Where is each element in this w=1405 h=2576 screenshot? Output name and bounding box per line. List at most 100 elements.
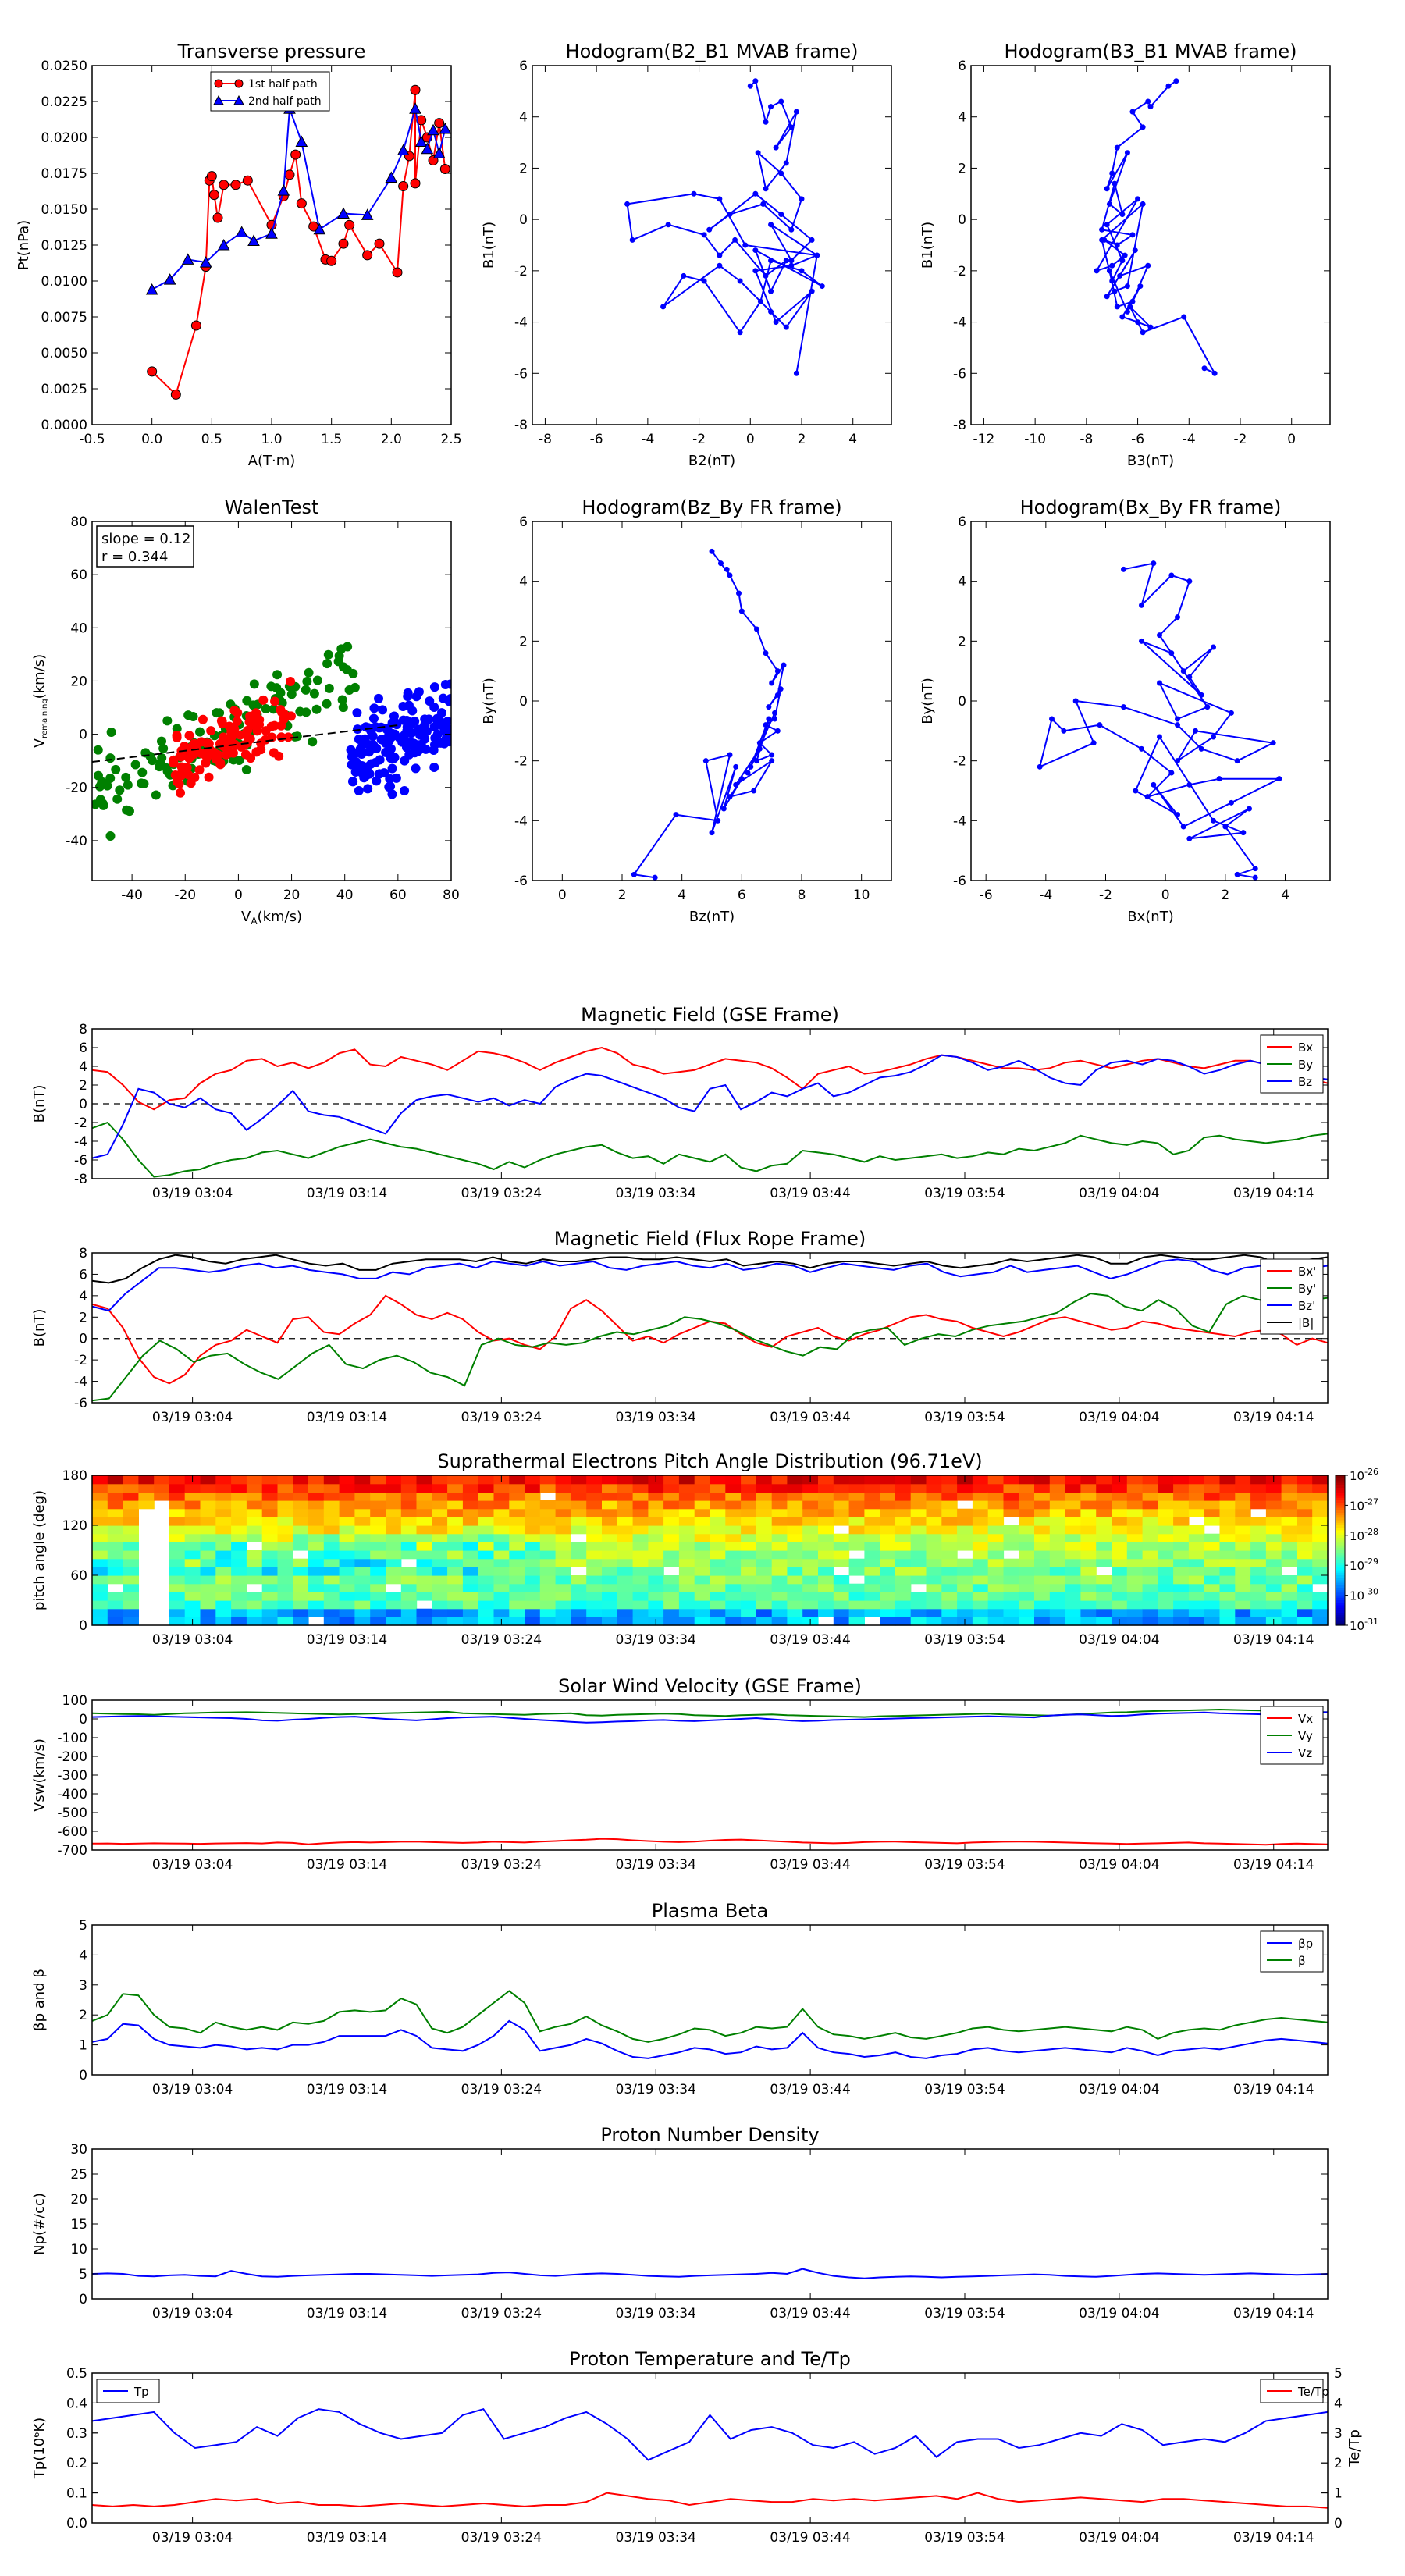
heatmap-cell [987, 1567, 1005, 1576]
heatmap-cell [246, 1575, 263, 1585]
data-point [768, 308, 774, 315]
heatmap-cell [92, 1492, 108, 1501]
colorbar-step [1336, 1510, 1345, 1514]
x-tick-label: -6 [980, 888, 993, 903]
data-point [1198, 692, 1204, 698]
heatmap-cell [525, 1508, 541, 1517]
heatmap-cell [231, 1567, 247, 1576]
heatmap-cell [1034, 1483, 1051, 1493]
heatmap-cell [725, 1583, 742, 1592]
heatmap-cell [848, 1508, 865, 1517]
y-tick-label: 5 [1334, 2366, 1343, 2382]
heatmap-cell [1204, 1475, 1221, 1485]
heatmap-cell [370, 1583, 386, 1592]
heatmap-cell [678, 1542, 695, 1551]
colorbar-step [1336, 1610, 1345, 1614]
heatmap-cell [509, 1550, 525, 1560]
heatmap-cell [339, 1508, 355, 1517]
heatmap-cell [107, 1475, 124, 1485]
heatmap-cell [926, 1575, 942, 1585]
heatmap-cell [1281, 1500, 1297, 1510]
heatmap-cell [880, 1508, 896, 1517]
heatmap-cell [710, 1525, 726, 1535]
heatmap-cell [1235, 1483, 1251, 1493]
heatmap-cell [261, 1575, 279, 1585]
heatmap-cell [1049, 1500, 1066, 1510]
heatmap-cell [941, 1600, 958, 1610]
data-point [386, 751, 396, 761]
heatmap-cell [818, 1592, 834, 1601]
heatmap-cell [323, 1492, 340, 1501]
data-point [219, 180, 229, 190]
heatmap-cell [370, 1500, 386, 1510]
heatmap-cell [1049, 1592, 1066, 1601]
data-point [788, 262, 795, 269]
heatmap-cell [1188, 1542, 1205, 1551]
heatmap-cell [400, 1592, 418, 1601]
data-point [777, 686, 784, 692]
heatmap-cell [386, 1558, 402, 1567]
x-tick-label: 03/19 03:24 [461, 1410, 542, 1425]
heatmap-cell [694, 1508, 711, 1517]
heatmap-cell [987, 1533, 1005, 1542]
panel-tp: Proton Temperature and Te/Tp0.00.10.20.3… [31, 2348, 1363, 2546]
heatmap-cell [972, 1492, 989, 1501]
heatmap-cell [895, 1558, 912, 1567]
y-tick-label: -8 [74, 1172, 87, 1187]
data-point [301, 685, 311, 695]
y-tick-label: 6 [519, 514, 528, 530]
data-point [407, 706, 418, 716]
colorbar-step [1336, 1563, 1345, 1566]
heatmap-cell [1312, 1483, 1329, 1493]
colorbar-step [1336, 1592, 1345, 1596]
data-point [269, 704, 279, 714]
heatmap-cell [648, 1600, 664, 1610]
data-point [261, 703, 271, 713]
heatmap-cell [169, 1475, 186, 1485]
heatmap-cell [632, 1475, 649, 1485]
heatmap-cell [293, 1617, 309, 1626]
heatmap-cell [1019, 1475, 1035, 1485]
heatmap-cell [741, 1492, 757, 1501]
data-point [277, 184, 290, 196]
heatmap-cell [694, 1475, 711, 1485]
heatmap-cell [987, 1617, 1005, 1626]
heatmap-cell [1126, 1517, 1144, 1526]
heatmap-cell [92, 1583, 108, 1592]
data-point [1168, 770, 1175, 776]
data-point [276, 732, 286, 742]
y-label-part: V [31, 738, 48, 748]
data-point [387, 763, 397, 774]
heatmap-cell [1297, 1600, 1313, 1610]
panel-bgse: Magnetic Field (GSE Frame)-8-6-4-2024680… [31, 1004, 1329, 1201]
heatmap-cell [354, 1592, 371, 1601]
heatmap-cell [663, 1475, 680, 1485]
heatmap-cell [1003, 1608, 1019, 1617]
heatmap-cell [663, 1583, 680, 1592]
data-point [624, 201, 631, 207]
data-point [121, 772, 131, 782]
heatmap-cell [802, 1575, 819, 1585]
data-point [432, 729, 443, 739]
series-line [91, 1990, 1329, 2043]
heatmap-cell [555, 1550, 571, 1560]
heatmap-cell [818, 1517, 834, 1526]
heatmap-cell [926, 1475, 942, 1485]
x-tick-label: 20 [283, 888, 301, 903]
y-tick-label: -100 [57, 1731, 87, 1746]
heatmap-cell [432, 1550, 448, 1560]
heatmap-cell [987, 1492, 1005, 1501]
heatmap-cell [293, 1575, 309, 1585]
data-point [1139, 638, 1144, 644]
heatmap-cell [246, 1517, 263, 1526]
heatmap-cell [1297, 1525, 1313, 1535]
heatmap-cell [725, 1575, 742, 1585]
heatmap-cell [525, 1483, 541, 1493]
heatmap-cell [1142, 1533, 1158, 1542]
data-point [158, 743, 169, 753]
colorbar-step [1336, 1545, 1345, 1549]
y-tick-label: 0 [79, 1097, 87, 1112]
heatmap-cell [941, 1475, 958, 1485]
x-label-sub: A [251, 916, 258, 927]
heatmap-cell [678, 1508, 695, 1517]
